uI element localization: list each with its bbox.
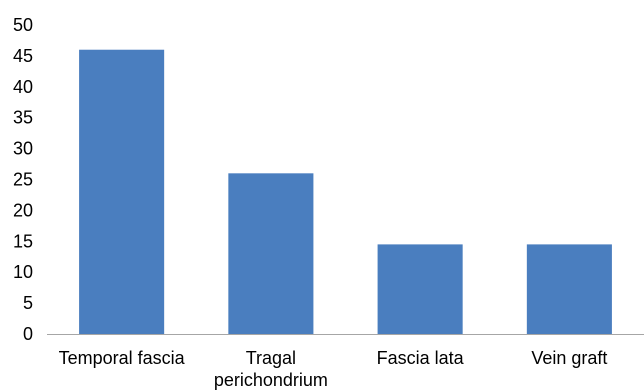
x-tick-label: Fascia lata	[377, 348, 465, 368]
x-tick-label-line: Temporal fascia	[59, 348, 186, 368]
bar	[526, 244, 612, 334]
bar	[228, 173, 314, 334]
x-tick-label: Tragal perichondrium	[214, 348, 328, 390]
y-tick-label: 10	[13, 262, 33, 282]
bar	[377, 244, 463, 334]
bar	[79, 49, 165, 334]
y-tick-label: 45	[13, 46, 33, 66]
bars	[79, 49, 612, 334]
x-tick-label: Temporal fascia	[59, 348, 186, 368]
y-tick-label: 50	[13, 15, 33, 35]
y-tick-label: 25	[13, 170, 33, 190]
y-axis-ticks: 0 5 10 15 20 25 30 35 40 45 50	[13, 15, 33, 344]
x-tick-label-line: Tragal	[246, 348, 296, 368]
y-tick-label: 5	[23, 293, 33, 313]
y-tick-label: 40	[13, 77, 33, 97]
x-tick-label-line: Vein graft	[531, 348, 607, 368]
y-tick-label: 35	[13, 108, 33, 128]
y-tick-label: 0	[23, 324, 33, 344]
x-tick-label: Vein graft	[531, 348, 607, 368]
x-tick-label-line: Fascia lata	[377, 348, 465, 368]
y-tick-label: 15	[13, 231, 33, 251]
x-axis-labels: Temporal fascia Tragal perichondrium Fascia…	[59, 348, 608, 390]
y-tick-label: 20	[13, 200, 33, 220]
y-tick-label: 30	[13, 139, 33, 159]
x-tick-label-line: perichondrium	[214, 370, 328, 390]
